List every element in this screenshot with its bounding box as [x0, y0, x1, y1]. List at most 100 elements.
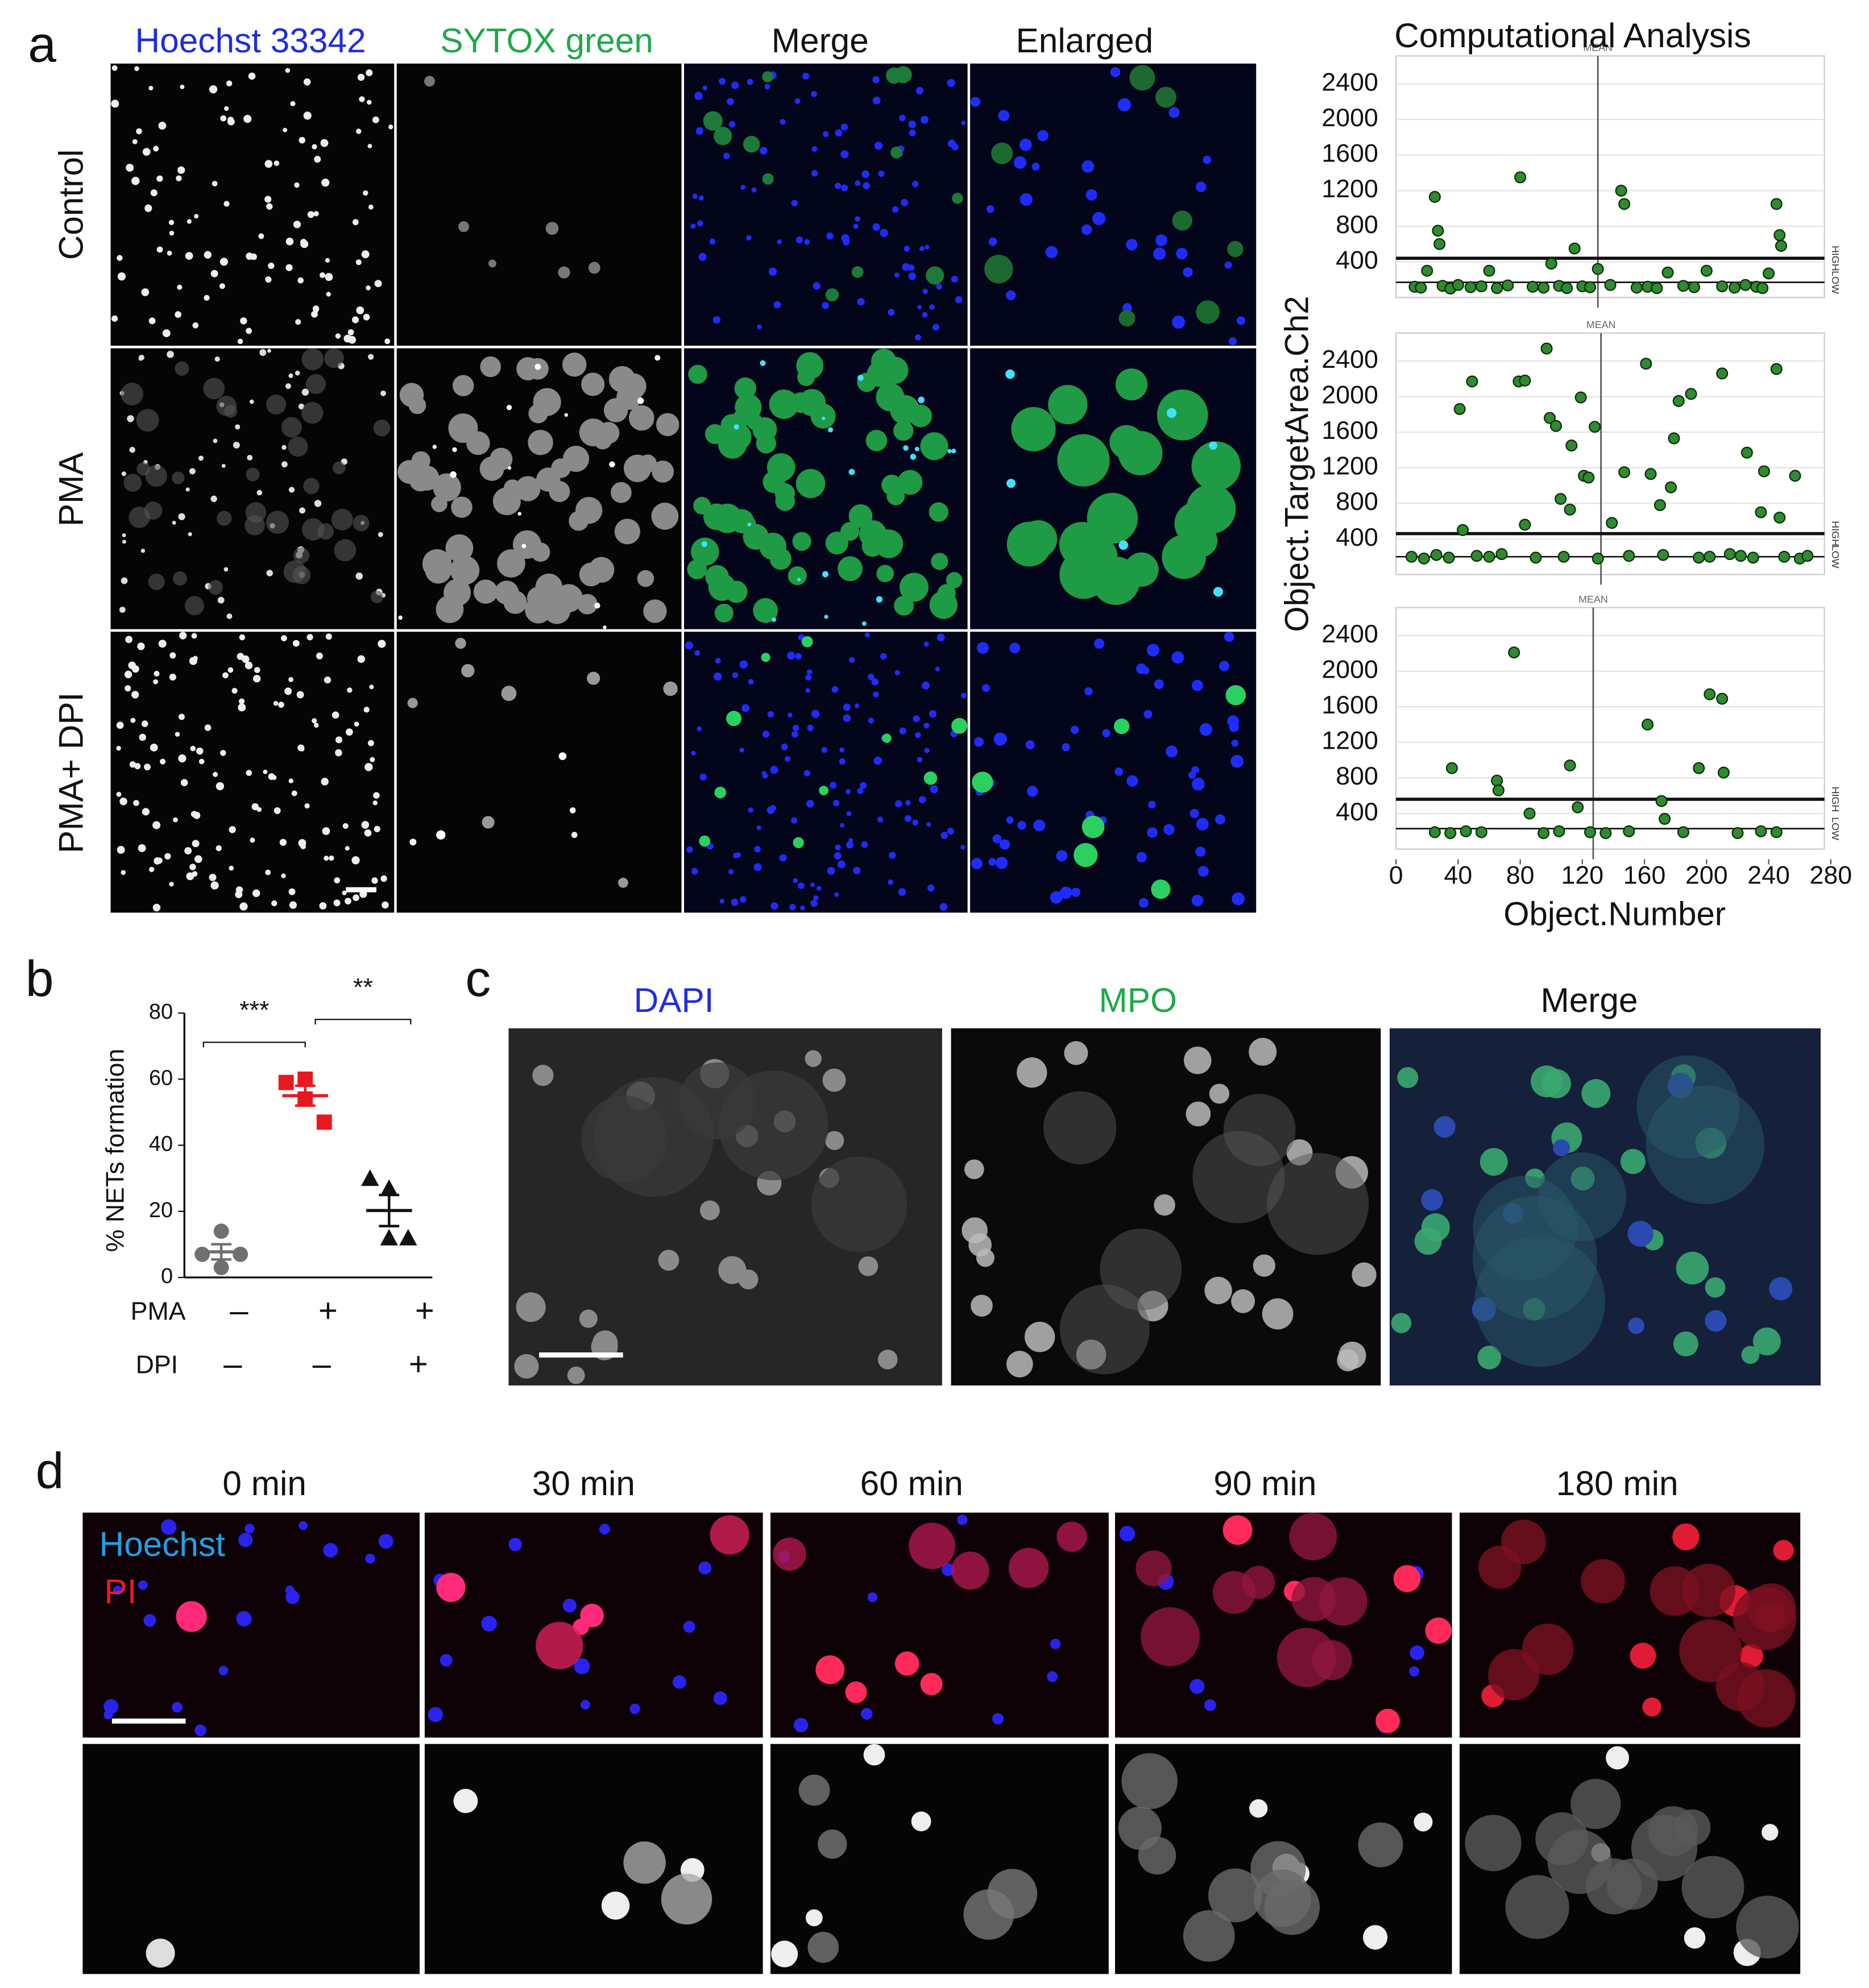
panel-label: c: [465, 950, 491, 1007]
cell: [691, 537, 719, 566]
cell: [343, 334, 352, 343]
cell: [204, 251, 212, 259]
data-point: [1693, 762, 1705, 774]
cell: [810, 899, 818, 907]
cell: [916, 86, 924, 94]
cell: [831, 686, 839, 693]
cell: [992, 1713, 1004, 1725]
data-point: [1770, 198, 1783, 210]
x-tick-label: 40: [1444, 862, 1473, 890]
cell: [781, 743, 788, 750]
data-point: [1801, 550, 1814, 562]
cell: [194, 855, 202, 863]
cell: [319, 902, 327, 910]
cell: [699, 195, 704, 201]
cell: [691, 868, 698, 875]
cell: [894, 670, 900, 676]
cell: [710, 1515, 749, 1555]
cell: [703, 503, 730, 530]
cell: [1196, 181, 1207, 192]
cell: [872, 97, 881, 105]
cell: [1410, 1645, 1425, 1661]
condition-sign: +: [409, 1346, 428, 1383]
cell: [158, 122, 167, 130]
cell: [325, 258, 330, 263]
data-point: [1444, 827, 1457, 839]
cell: [1094, 638, 1105, 649]
cell: [160, 758, 166, 765]
cell: [297, 277, 304, 284]
cell: [880, 229, 888, 237]
cell: [857, 298, 865, 306]
cell: [346, 728, 353, 736]
cell: [132, 139, 138, 144]
cell: [266, 203, 273, 210]
cell: [1681, 1856, 1744, 1919]
data-point: [233, 1247, 248, 1262]
cell: [1196, 817, 1209, 831]
y-tick-label: 1200: [1321, 175, 1378, 203]
cell: [1191, 894, 1204, 907]
micrograph: [110, 348, 395, 629]
cell: [508, 1537, 522, 1551]
data-point: [1665, 481, 1677, 493]
cell: [1011, 406, 1056, 452]
cell: [800, 905, 805, 911]
cell: [534, 363, 541, 370]
cell: [186, 872, 194, 881]
cell: [897, 470, 923, 495]
cell: [145, 464, 167, 487]
image-frame: [110, 632, 395, 913]
data-point: [1432, 225, 1444, 237]
cell: [347, 687, 353, 693]
cell: [922, 312, 928, 318]
cell: [1148, 800, 1156, 809]
cell: [176, 175, 182, 182]
cell: [288, 373, 293, 379]
cell: [364, 763, 373, 771]
cell: [702, 85, 708, 91]
x-tick-label: 200: [1685, 862, 1728, 890]
cell: [288, 888, 296, 895]
cell: [1773, 1539, 1794, 1561]
cell: [731, 898, 739, 906]
cell: [889, 852, 896, 859]
cell: [1121, 1753, 1178, 1809]
column-header: MPO: [1099, 981, 1176, 1019]
data-point: [1739, 279, 1752, 291]
cell: [303, 111, 312, 120]
cell: [1433, 1116, 1456, 1138]
y-tick-label: 2400: [1321, 346, 1378, 373]
cell: [1531, 1065, 1563, 1098]
cell: [925, 244, 930, 250]
data-point: [1565, 439, 1578, 452]
cell: [322, 827, 330, 835]
cell: [247, 455, 253, 461]
cell: [138, 356, 143, 361]
cell: [355, 259, 362, 265]
cell: [1118, 1806, 1162, 1850]
cell: [1203, 155, 1211, 164]
cell: [515, 476, 541, 501]
cell: [1627, 1221, 1653, 1247]
cell: [180, 779, 188, 786]
cell: [1050, 1638, 1061, 1650]
cell: [185, 487, 190, 492]
cell: [307, 211, 314, 218]
cell: [922, 288, 928, 294]
cell: [148, 866, 155, 873]
cell: [762, 731, 770, 738]
cell: [1109, 425, 1143, 459]
cell: [1223, 1094, 1296, 1167]
cell: [629, 1703, 640, 1715]
cell: [1081, 815, 1105, 839]
cell: [148, 317, 156, 325]
cell: [562, 446, 590, 472]
cell: [691, 750, 696, 756]
cell: [1017, 1057, 1047, 1088]
cell: [654, 355, 661, 361]
y-tick-label: 1200: [1321, 727, 1378, 755]
cell: [623, 1841, 666, 1884]
cell: [122, 539, 126, 544]
cell: [227, 667, 234, 673]
